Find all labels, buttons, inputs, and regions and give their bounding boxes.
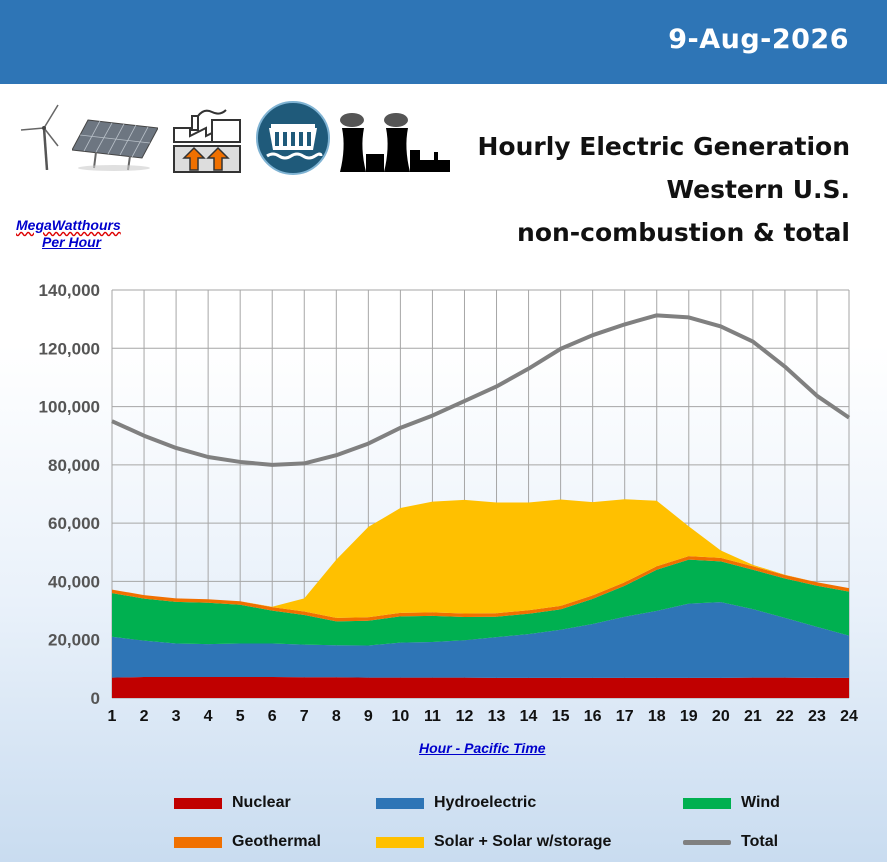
- line-total: [111, 313, 851, 467]
- wind-turbine-icon: [20, 104, 59, 170]
- x-tick-label: 23: [808, 708, 826, 725]
- legend-label-geothermal: Geothermal: [232, 833, 321, 850]
- legend-swatch-geothermal: [174, 836, 222, 848]
- area-wind: [112, 559, 849, 646]
- y-axis-label-line-2: Per Hour: [42, 234, 102, 250]
- x-tick-label: 14: [520, 708, 538, 725]
- x-tick-label: 18: [648, 708, 666, 725]
- x-tick-label: 6: [268, 708, 277, 725]
- x-tick-label: 16: [584, 708, 602, 725]
- legend-label-total: Total: [741, 833, 779, 850]
- x-tick-label: 17: [616, 708, 634, 725]
- x-tick-label: 19: [680, 708, 698, 725]
- y-tick-label: 0: [91, 689, 100, 708]
- area-nuclear: [112, 677, 849, 698]
- chart-title-line-3: non-combustion & total: [517, 218, 850, 247]
- legend-swatch-hydroelectric: [376, 797, 424, 809]
- legend-item-total: Total: [683, 832, 778, 852]
- x-tick-label: 11: [424, 708, 441, 725]
- legend-item-solar-solar-w-storage: Solar + Solar w/storage: [376, 832, 611, 852]
- y-tick-label: 100,000: [39, 398, 100, 417]
- x-tick-label: 7: [300, 708, 309, 725]
- area-solar-solar-w-storage: [112, 499, 849, 618]
- y-tick-label: 80,000: [48, 456, 100, 475]
- hydro-dam-icon: [256, 101, 330, 175]
- legend-item-hydroelectric: Hydroelectric: [376, 793, 536, 813]
- legend-label-nuclear: Nuclear: [232, 794, 291, 811]
- x-tick-label: 5: [236, 708, 245, 725]
- y-tick-label: 120,000: [39, 339, 100, 358]
- header-bar: 9-Aug-2026: [0, 0, 887, 84]
- x-tick-label: 12: [456, 708, 474, 725]
- legend-label-solar-solar-w-storage: Solar + Solar w/storage: [434, 833, 612, 850]
- legend-swatch-total: [683, 839, 731, 845]
- x-tick-label: 10: [391, 708, 409, 725]
- y-tick-label: 20,000: [48, 631, 100, 650]
- x-tick-label: 21: [744, 708, 762, 725]
- y-tick-label: 140,000: [39, 281, 100, 300]
- geothermal-plant-icon: [173, 109, 241, 173]
- area-hydroelectric: [112, 602, 849, 678]
- x-tick-label: 15: [552, 708, 570, 725]
- x-tick-label: 20: [712, 708, 730, 725]
- legend-swatch-nuclear: [174, 797, 222, 809]
- x-tick-label: 8: [332, 708, 341, 725]
- legend-swatch-wind: [683, 797, 731, 809]
- legend-swatch-solar-solar-w-storage: [376, 836, 424, 848]
- legend-item-geothermal: Geothermal: [174, 832, 321, 852]
- x-tick-label: 1: [108, 708, 117, 725]
- y-axis-label-line-1: MegaWatthours: [16, 217, 121, 233]
- x-tick-label: 2: [140, 708, 149, 725]
- x-tick-label: 22: [776, 708, 794, 725]
- y-tick-label: 60,000: [48, 514, 100, 533]
- legend-label-hydroelectric: Hydroelectric: [434, 794, 537, 811]
- x-tick-label: 4: [204, 708, 213, 725]
- x-tick-label: 24: [840, 708, 858, 725]
- chart-title-line-1: Hourly Electric Generation: [477, 132, 850, 161]
- x-axis-label: Hour - Pacific Time: [419, 740, 546, 756]
- icons-row: [18, 100, 458, 180]
- legend-item-nuclear: Nuclear: [174, 793, 291, 813]
- chart-title-line-2: Western U.S.: [666, 175, 850, 204]
- x-tick-label: 3: [172, 708, 181, 725]
- date-label: 9-Aug-2026: [668, 24, 849, 55]
- x-tick-label: 13: [488, 708, 506, 725]
- solar-panel-icon: [72, 119, 158, 171]
- legend-label-wind: Wind: [741, 794, 780, 811]
- x-tick-label: 9: [364, 708, 373, 725]
- nuclear-plant-icon: [340, 113, 450, 172]
- legend-item-wind: Wind: [683, 793, 780, 813]
- y-tick-label: 40,000: [48, 572, 100, 591]
